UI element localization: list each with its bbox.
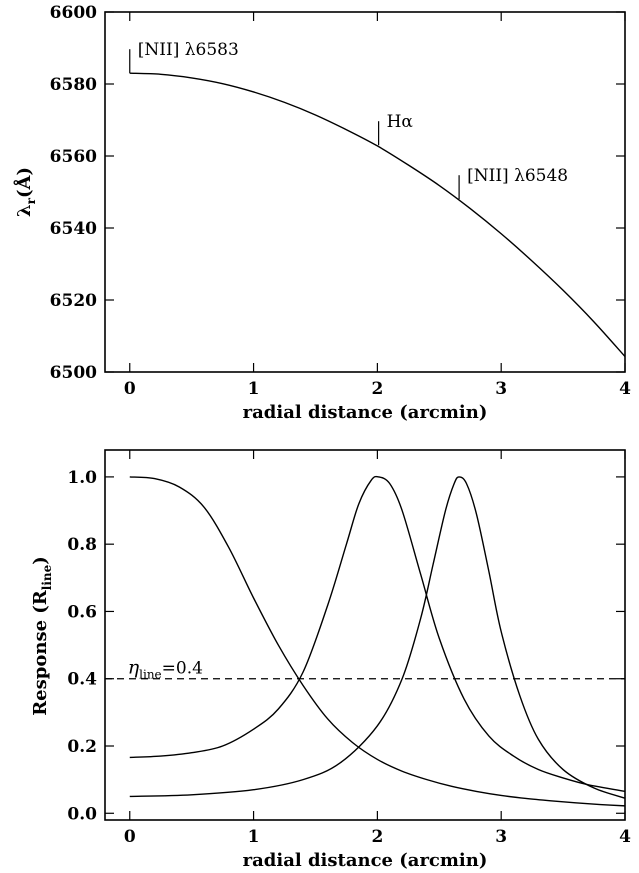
annotation-label-2: Hα — [387, 112, 414, 132]
bottom-x-tick-label: 2 — [371, 827, 383, 847]
top-y-ticks: 6500 6520 6540 6560 6580 6600 — [50, 3, 625, 383]
bottom-y-axis-label-main: Response (R — [30, 589, 51, 716]
bottom-y-tick-label: 1.0 — [67, 468, 97, 488]
threshold-label-main: η — [128, 657, 140, 679]
threshold-label: ηline=0.4 — [128, 657, 203, 682]
top-x-tick-label: 4 — [619, 379, 631, 399]
bottom-y-axis-label: Response (Rline) — [30, 556, 54, 716]
bottom-x-tick-label: 4 — [619, 827, 631, 847]
bottom-series — [129, 475, 626, 807]
bottom-x-tick-label: 1 — [248, 827, 260, 847]
top-y-tick-label: 6560 — [50, 147, 97, 167]
top-y-axis-label-sub: r — [24, 197, 38, 204]
bottom-y-tick-label: 0.4 — [67, 670, 97, 690]
top-y-tick-label: 6600 — [50, 3, 97, 23]
bottom-series-line-2 — [129, 475, 626, 793]
bottom-y-axis-label-tail: ) — [30, 556, 51, 565]
top-annotations: [NII] λ6583 Hα [NII] λ6548 — [129, 40, 568, 200]
top-series-line-1 — [129, 72, 626, 357]
top-y-tick-label: 6500 — [50, 363, 97, 383]
top-y-tick-label: 6580 — [50, 75, 97, 95]
threshold-label-sub: line — [139, 668, 162, 682]
bottom-y-tick-label: 0.8 — [67, 535, 97, 555]
bottom-x-axis-label: radial distance (arcmin) — [243, 850, 488, 871]
top-chart: 0 1 2 3 4 6500 6520 6540 6560 6580 6600 [NII] λ65… — [12, 3, 631, 423]
top-y-tick-label: 6520 — [50, 291, 97, 311]
bottom-y-tick-label: 0.2 — [67, 737, 97, 757]
top-x-tick-label: 2 — [371, 379, 383, 399]
top-x-ticks: 0 1 2 3 4 — [124, 12, 631, 399]
top-plot-frame — [104, 11, 626, 373]
top-x-tick-label: 3 — [495, 379, 507, 399]
annotation-label-3: [NII] λ6548 — [467, 166, 568, 186]
bottom-y-ticks: 0.0 0.2 0.4 0.6 0.8 1.0 — [67, 468, 625, 824]
top-x-axis-label: radial distance (arcmin) — [243, 402, 488, 423]
top-y-axis-label-main: λ — [14, 204, 35, 217]
top-x-tick-label: 1 — [248, 379, 260, 399]
top-y-tick-label: 6540 — [50, 219, 97, 239]
bottom-x-tick-label: 0 — [124, 827, 136, 847]
bottom-y-tick-label: 0.6 — [67, 602, 97, 622]
top-series — [129, 72, 626, 357]
top-y-axis-label-tail: (Å) — [12, 167, 35, 198]
bottom-x-ticks: 0 1 2 3 4 — [124, 450, 631, 847]
bottom-plot-frame — [104, 449, 626, 821]
threshold-label-tail: =0.4 — [162, 659, 203, 679]
top-x-tick-label: 0 — [124, 379, 136, 399]
annotation-label-1: [NII] λ6583 — [138, 40, 239, 60]
bottom-series-line-3 — [129, 476, 626, 799]
bottom-y-axis-label-sub: line — [40, 564, 54, 590]
bottom-x-tick-label: 3 — [495, 827, 507, 847]
threshold-group: ηline=0.4 — [105, 657, 625, 682]
bottom-series-line-1 — [129, 476, 626, 807]
bottom-y-tick-label: 0.0 — [67, 804, 97, 824]
top-y-axis-label: λr(Å) — [12, 167, 38, 217]
